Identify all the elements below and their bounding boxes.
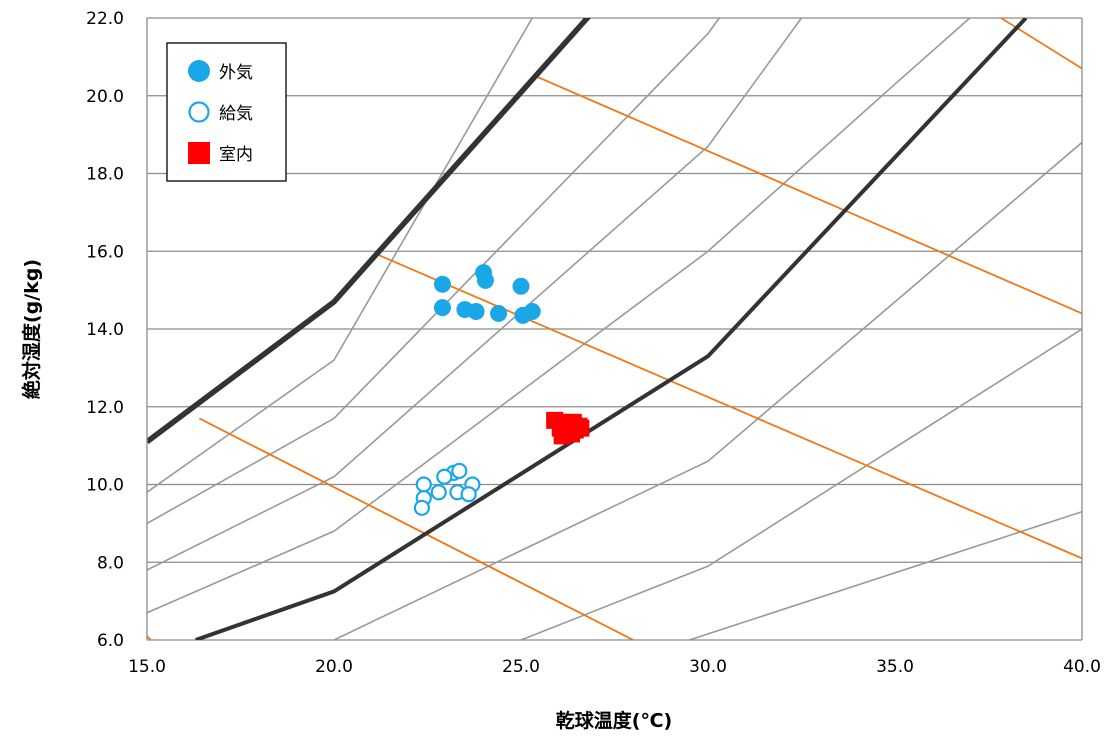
legend-label-3: 室内 <box>219 145 253 165</box>
data-point <box>433 299 451 317</box>
rh-curve-7 <box>689 510 1082 640</box>
horizontal-grid <box>147 17 1082 641</box>
enthalpy-line-5 <box>999 18 1082 70</box>
data-point <box>512 277 530 295</box>
enthalpy-line-4 <box>535 75 1082 315</box>
legend-marker-2 <box>188 101 210 123</box>
data-point <box>430 484 447 501</box>
x-tick-label: 25.0 <box>502 657 540 677</box>
legend-marker-1 <box>188 60 210 82</box>
series-3 <box>546 411 590 445</box>
data-point <box>551 419 569 437</box>
y-tick-label: 16.0 <box>86 242 124 262</box>
y-tick-label: 20.0 <box>86 87 124 107</box>
y-tick-label: 18.0 <box>86 165 124 185</box>
data-point <box>566 421 584 439</box>
rh-curve-4 <box>147 18 971 614</box>
x-tick-label: 40.0 <box>1063 657 1101 677</box>
y-tick-label: 14.0 <box>86 320 124 340</box>
reference-lines <box>147 18 1082 640</box>
data-points <box>413 264 590 516</box>
y-axis-label: 絶対湿度(g/kg) <box>20 259 43 399</box>
x-tick-label: 15.0 <box>128 657 166 677</box>
data-point <box>451 462 468 479</box>
data-point <box>413 499 430 516</box>
legend-label-1: 外気 <box>219 63 253 83</box>
x-axis-label: 乾球温度(℃) <box>556 709 672 732</box>
rh-boundary-curve-2 <box>194 18 1028 640</box>
data-point <box>523 303 541 321</box>
data-point <box>490 304 508 322</box>
y-tick-label: 22.0 <box>86 9 124 29</box>
series-1 <box>433 264 541 324</box>
data-point <box>415 476 432 493</box>
x-tick-label: 20.0 <box>315 657 353 677</box>
legend-box <box>166 42 287 182</box>
rh-curve-5 <box>333 141 1082 640</box>
x-tick-label: 30.0 <box>689 657 727 677</box>
data-point <box>476 271 494 289</box>
tick-labels: 15.0 20.0 25.0 30.0 35.0 40.0 6.0 8.0 10.0 12.0 14… <box>86 9 1101 677</box>
y-tick-label: 10.0 <box>86 476 124 496</box>
legend-marker-3 <box>188 142 210 164</box>
data-point <box>467 303 485 321</box>
data-point <box>433 275 451 293</box>
data-point <box>460 486 477 503</box>
legend-label-2: 給気 <box>219 104 253 124</box>
y-tick-label: 8.0 <box>97 553 124 573</box>
axes <box>146 18 1083 640</box>
rh-curve-1 <box>147 18 533 493</box>
rh-boundary-curve-1 <box>147 18 591 444</box>
enthalpy-line-2 <box>198 417 634 640</box>
rh-curve-2 <box>147 18 720 525</box>
y-tick-label: 6.0 <box>97 631 124 651</box>
data-point <box>436 468 453 485</box>
y-tick-label: 12.0 <box>86 398 124 418</box>
x-tick-label: 35.0 <box>876 657 914 677</box>
series-2 <box>413 462 481 516</box>
